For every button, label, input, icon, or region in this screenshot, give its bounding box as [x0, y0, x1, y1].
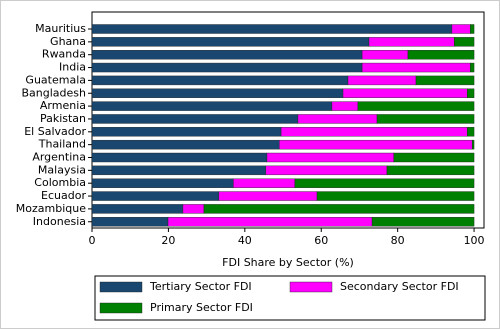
bar-segment — [415, 75, 475, 86]
y-tick-label: Ecuador — [41, 189, 86, 202]
bar-segment — [91, 217, 169, 227]
x-tick-label: 20 — [161, 234, 175, 247]
bar-segment — [91, 75, 349, 86]
x-tick-label: 40 — [238, 234, 252, 247]
y-tick-label: Pakistan — [40, 112, 86, 125]
bar-segment — [393, 152, 475, 163]
x-tick-label: 100 — [464, 234, 485, 247]
bar-segment — [91, 178, 234, 188]
bar-segment — [91, 114, 299, 124]
bar-segment — [91, 88, 344, 98]
y-tick-label: Indonesia — [33, 215, 86, 228]
bar-segment — [182, 204, 205, 214]
bar-segment — [91, 139, 280, 150]
bar-segment — [294, 178, 475, 188]
legend-label: Tertiary Sector FDI — [149, 280, 252, 293]
bar-segment — [91, 24, 453, 34]
x-axis-title: FDI Share by Sector (%) — [222, 256, 354, 269]
y-tick-label: Mauritius — [35, 22, 86, 35]
bar-segment — [368, 37, 455, 47]
bar-segment — [357, 101, 475, 111]
bar-segment — [280, 127, 468, 137]
bar-segment — [407, 50, 475, 60]
legend-swatch — [99, 302, 143, 314]
bar-segment — [167, 217, 373, 227]
y-tick-label: Thailand — [38, 138, 86, 151]
bar-segment — [466, 88, 475, 98]
y-tick-label: Rwanda — [42, 48, 86, 61]
bar-segment — [91, 204, 184, 214]
bar-segment — [266, 152, 395, 163]
bar-segment — [91, 127, 282, 137]
bar-segment — [376, 114, 475, 124]
bar-segment — [91, 152, 268, 163]
bar-segment — [91, 101, 333, 111]
bar-segment — [371, 217, 475, 227]
bar-segment — [386, 165, 475, 176]
bar-segment — [91, 165, 267, 176]
bar-segment — [91, 62, 363, 73]
legend-label: Primary Sector FDI — [150, 301, 253, 314]
bar-segment — [453, 37, 475, 47]
bar-segment — [331, 101, 359, 111]
y-tick-label: Guatemala — [25, 73, 86, 86]
legend-swatch — [289, 281, 333, 293]
y-tick-label: Armenia — [40, 99, 86, 112]
bar-segment — [470, 24, 475, 34]
y-tick-label: Argentina — [32, 151, 86, 164]
y-tick-label: Colombia — [34, 176, 86, 189]
bar-segment — [91, 191, 220, 201]
bar-segment — [218, 191, 318, 201]
x-tick-label: 0 — [89, 234, 96, 247]
y-tick-label: Ghana — [50, 35, 86, 48]
x-tick-label: 80 — [391, 234, 405, 247]
bar-segment — [466, 127, 475, 137]
bar-segment — [279, 139, 473, 150]
bar-segment — [361, 50, 409, 60]
bar-segment — [316, 191, 475, 201]
y-tick-label: Bangladesh — [22, 86, 87, 99]
legend-swatch — [99, 281, 143, 293]
bar-segment — [203, 204, 475, 214]
y-tick-label: Malaysia — [38, 163, 86, 176]
legend-label: Secondary Sector FDI — [340, 280, 459, 293]
y-tick-label: Mozambique — [16, 202, 86, 215]
bar-segment — [297, 114, 378, 124]
bar-segment — [451, 24, 471, 34]
bar-segment — [91, 37, 370, 47]
bar-segment — [233, 178, 296, 188]
bar-segment — [265, 165, 388, 176]
y-tick-label: India — [59, 61, 86, 74]
bar-segment — [347, 75, 417, 86]
bar-segment — [471, 139, 475, 150]
bar-segment — [342, 88, 468, 98]
bar-segment — [470, 62, 475, 73]
x-tick-label: 60 — [314, 234, 328, 247]
bar-segment — [91, 50, 363, 60]
y-tick-label: El Salvador — [24, 125, 86, 138]
bar-segment — [361, 62, 471, 73]
